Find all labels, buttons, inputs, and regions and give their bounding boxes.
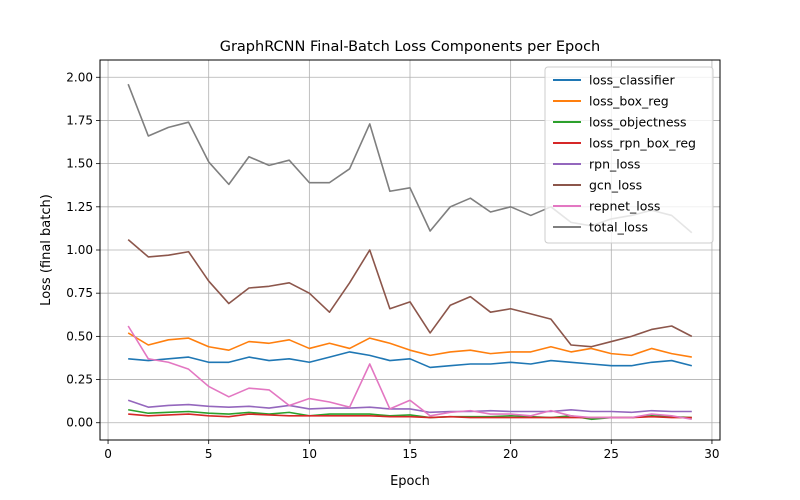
series-line-loss-box-reg (127, 332, 692, 358)
legend-label: loss_classifier (589, 73, 675, 88)
y-tick-label: 2.00 (66, 70, 93, 84)
x-axis-ticks: 0 5 10 15 20 25 30 (104, 440, 720, 461)
x-tick-label: 10 (302, 447, 317, 461)
x-tick-label: 25 (604, 447, 619, 461)
x-tick-label: 20 (503, 447, 518, 461)
y-axis-label: Loss (final batch) (39, 194, 54, 306)
legend: loss_classifier loss_box_reg loss_objectne… (544, 66, 714, 244)
legend-label: rpn_loss (589, 157, 640, 172)
y-tick-label: 1.25 (66, 200, 93, 214)
chart-title: GraphRCNN Final-Batch Loss Components pe… (220, 39, 601, 55)
legend-label: loss_rpn_box_reg (589, 136, 696, 151)
y-tick-label: 0.75 (66, 286, 93, 300)
series-line-gcn-loss (127, 239, 693, 348)
y-axis-ticks: 0.00 0.25 0.50 0.75 1.00 1.25 1.50 1.75 2.00 (66, 70, 100, 430)
series-line-repnet-loss (127, 325, 692, 421)
x-axis-label: Epoch (390, 474, 430, 489)
y-tick-label: 1.50 (66, 157, 93, 171)
y-tick-label: 1.00 (66, 243, 93, 257)
legend-label: total_loss (589, 220, 648, 235)
legend-label: repnet_loss (589, 199, 660, 214)
y-tick-label: 1.75 (66, 113, 93, 127)
series-lines (127, 83, 693, 421)
x-tick-label: 5 (205, 447, 213, 461)
legend-label: loss_box_reg (589, 94, 669, 109)
y-tick-label: 0.00 (66, 416, 93, 430)
x-tick-label: 0 (104, 447, 112, 461)
x-tick-label: 30 (704, 447, 719, 461)
legend-label: loss_objectness (589, 115, 687, 130)
y-tick-label: 0.25 (66, 373, 93, 387)
series-line-loss-classifier (128, 351, 693, 369)
x-tick-label: 15 (402, 447, 417, 461)
series-line-rpn-loss (127, 399, 692, 414)
legend-label: gcn_loss (589, 178, 642, 193)
y-tick-label: 0.50 (66, 329, 93, 343)
series-line-loss-objectness (128, 408, 692, 421)
legend-box (544, 66, 714, 244)
